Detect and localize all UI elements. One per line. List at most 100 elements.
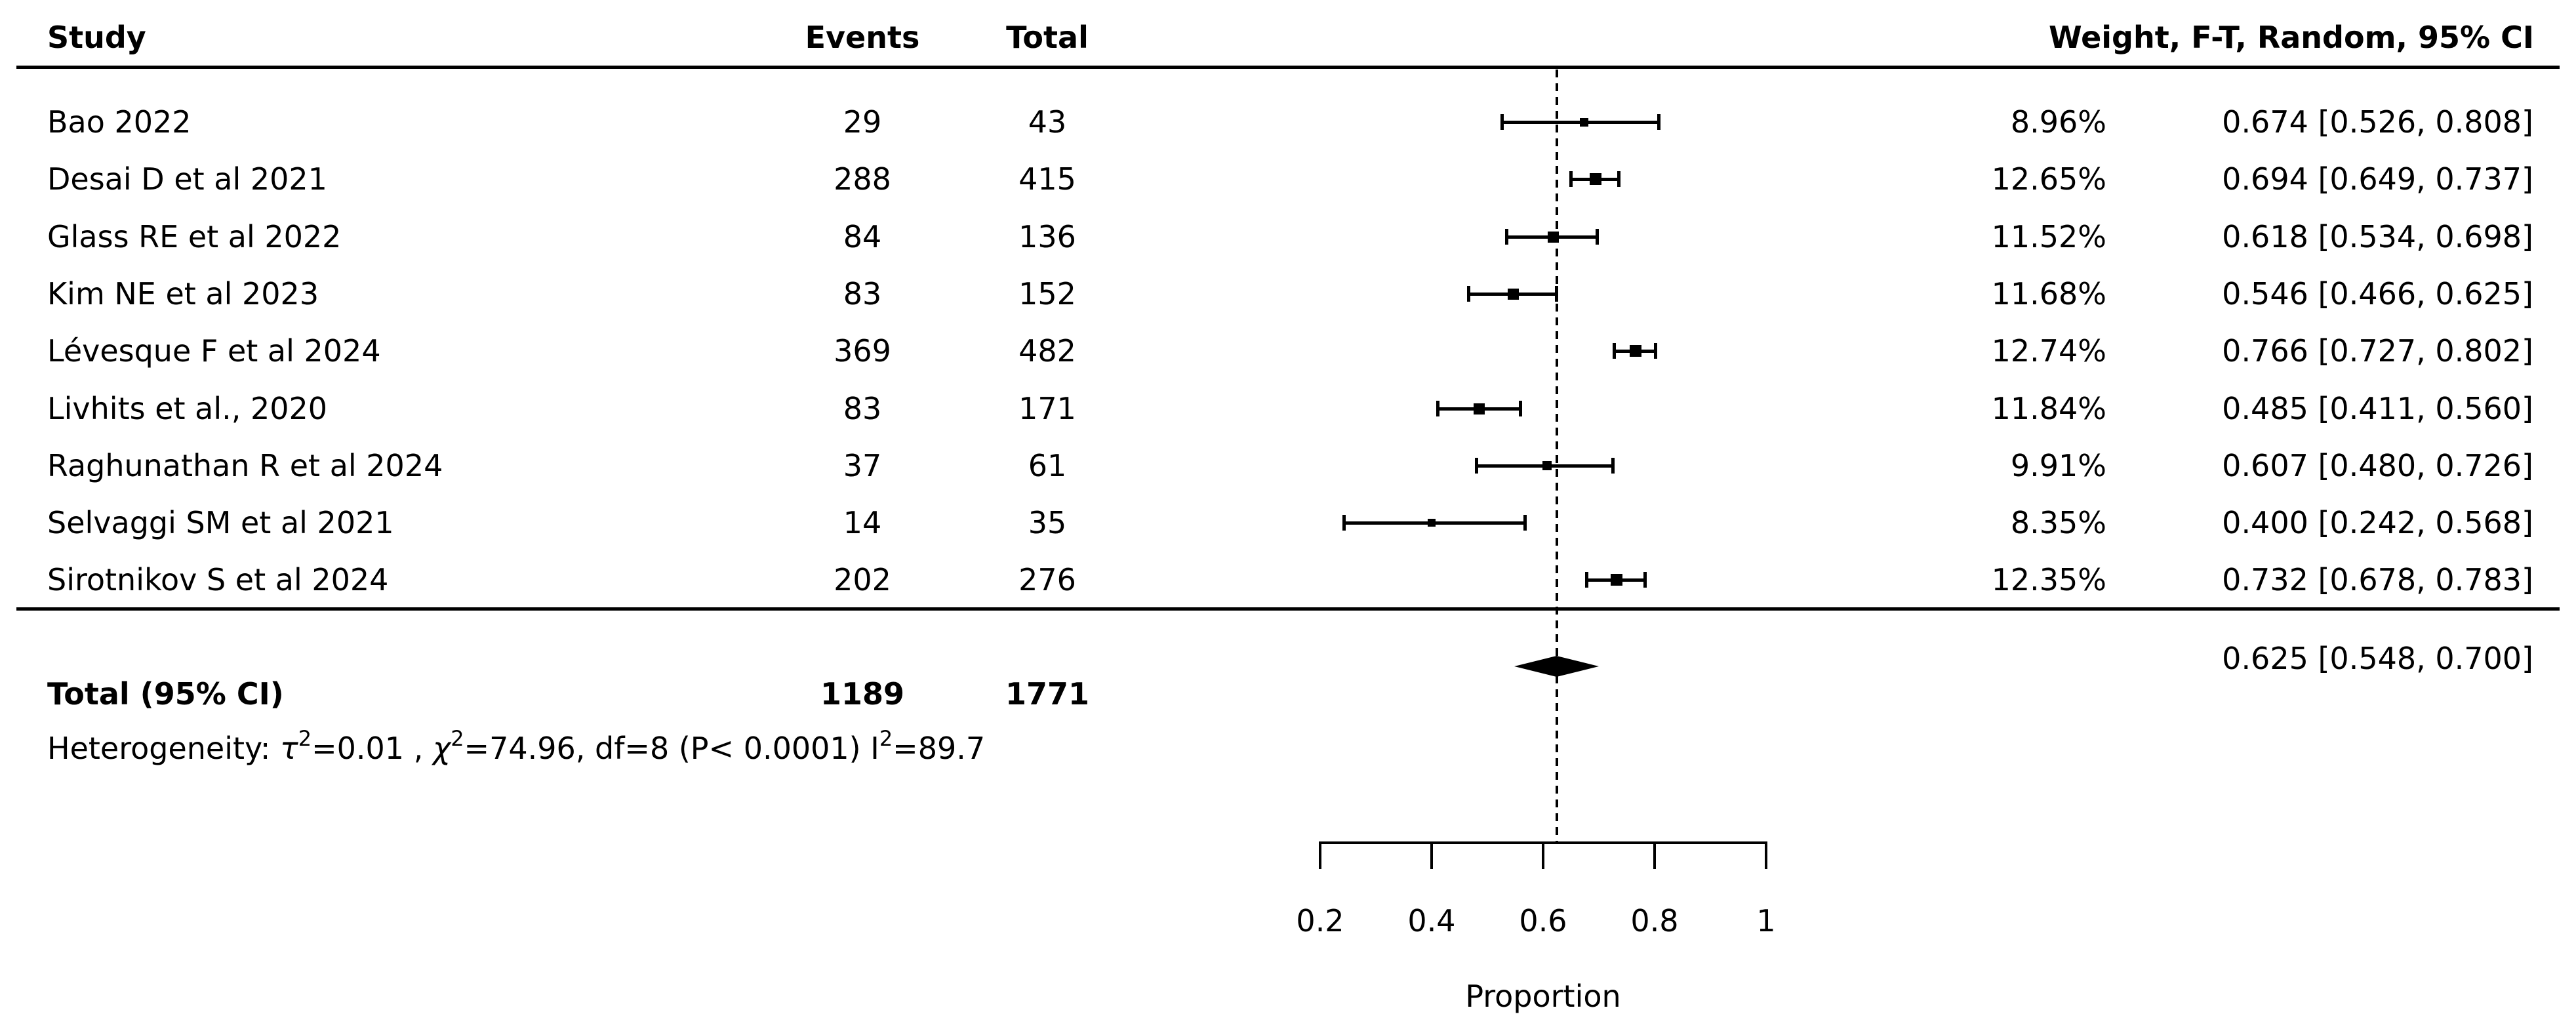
study-total: 276 [1018,562,1076,597]
study-total: 35 [1028,505,1067,540]
study-label: Bao 2022 [47,104,191,140]
point-marker [1542,461,1552,470]
point-marker [1590,173,1601,185]
study-ci-value: 0.607 [0.480, 0.726] [2222,448,2533,483]
x-tick [1765,841,1767,869]
x-tick-label: 0.8 [1630,903,1679,939]
x-tick-label: 0.4 [1407,903,1456,939]
study-weight: 12.65% [1991,161,2106,197]
study-events: 84 [843,219,882,254]
x-axis-label: Proportion [1465,979,1621,1014]
study-weight: 11.68% [1991,276,2106,312]
isq-superscript: 2 [879,726,893,751]
pooled-ci-value: 0.625 [0.548, 0.700] [2222,641,2533,676]
het-chi-value: =74.96, df=8 (P< 0.0001) [464,731,871,766]
point-marker [1630,345,1641,357]
study-weight: 11.52% [1991,219,2106,254]
study-ci-value: 0.485 [0.411, 0.560] [2222,391,2533,426]
study-weight: 11.84% [1991,391,2106,426]
study-label: Livhits et al., 2020 [47,391,328,426]
ci-cap-right [1611,458,1615,474]
study-events: 202 [834,562,891,597]
study-weight: 8.96% [2010,104,2106,140]
ci-cap-left [1342,515,1346,531]
pooled-total: 1771 [1005,676,1090,712]
study-total: 43 [1028,104,1067,140]
x-tick [1653,841,1656,869]
study-weight: 9.91% [2010,448,2106,483]
point-marker [1474,403,1485,414]
ci-cap-left [1612,343,1616,359]
study-weight: 12.74% [1991,333,2106,369]
tau-superscript: 2 [298,726,312,751]
study-label: Lévesque F et al 2024 [47,333,381,369]
point-marker [1508,289,1519,300]
study-events: 37 [843,448,882,483]
tau-symbol: τ [280,731,298,766]
study-total: 136 [1018,219,1076,254]
col-header-total: Total [1006,20,1089,55]
x-tick [1319,841,1321,869]
study-total: 415 [1018,161,1076,197]
ci-cap-left [1504,229,1508,245]
ci-cap-left [1500,114,1504,130]
study-events: 29 [843,104,882,140]
point-marker [1611,574,1622,586]
study-events: 369 [834,333,891,369]
study-label: Raghunathan R et al 2024 [47,448,443,483]
top-rule [16,66,2560,69]
point-marker [1580,118,1588,127]
ci-cap-right [1617,171,1621,187]
isq-symbol: I [870,731,879,766]
pooled-label: Total (95% CI) [47,676,284,712]
het-prefix: Heterogeneity: [47,731,281,766]
study-label: Sirotnikov S et al 2024 [47,562,389,597]
x-tick-label: 0.6 [1519,903,1567,939]
ci-cap-right [1523,515,1527,531]
study-label: Selvaggi SM et al 2021 [47,505,394,540]
study-ci-value: 0.674 [0.526, 0.808] [2222,104,2533,140]
ci-cap-right [1653,343,1657,359]
ci-cap-left [1467,286,1471,302]
study-total: 171 [1018,391,1076,426]
point-marker [1548,232,1559,243]
chi-symbol: χ [432,731,451,766]
study-label: Desai D et al 2021 [47,161,327,197]
study-ci-value: 0.618 [0.534, 0.698] [2222,219,2533,254]
study-total: 152 [1018,276,1076,312]
study-events: 14 [843,505,882,540]
study-label: Kim NE et al 2023 [47,276,319,312]
het-tau-value: =0.01 , [312,731,433,766]
x-tick [1542,841,1544,869]
col-header-study: Study [47,20,146,55]
heterogeneity-text: Heterogeneity: τ2=0.01 , χ2=74.96, df=8 … [47,728,986,767]
study-ci-value: 0.766 [0.727, 0.802] [2222,333,2533,369]
study-weight: 8.35% [2010,505,2106,540]
col-header-weight-ci: Weight, F-T, Random, 95% CI [2048,20,2534,55]
ci-cap-left [1475,458,1478,474]
pooled-events: 1189 [820,676,905,712]
ci-cap-left [1569,171,1573,187]
study-total: 482 [1018,333,1076,369]
study-weight: 12.35% [1991,562,2106,597]
study-events: 288 [834,161,891,197]
chi-superscript: 2 [451,726,464,751]
ci-cap-right [1519,401,1522,416]
ci-cap-right [1657,114,1660,130]
point-marker [1428,519,1436,527]
reference-dashed-line [1556,70,1558,841]
study-events: 83 [843,276,882,312]
study-ci-value: 0.732 [0.678, 0.783] [2222,562,2533,597]
ci-cap-left [1436,401,1440,416]
pooled-diamond [1514,656,1599,677]
x-tick-label: 1 [1756,903,1776,939]
study-events: 83 [843,391,882,426]
ci-cap-right [1596,229,1600,245]
ci-cap-left [1585,572,1589,588]
het-isq-value: =89.7 [893,731,986,766]
study-label: Glass RE et al 2022 [47,219,342,254]
ci-cap-right [1555,286,1559,302]
study-ci-value: 0.546 [0.466, 0.625] [2222,276,2533,312]
x-tick [1430,841,1433,869]
